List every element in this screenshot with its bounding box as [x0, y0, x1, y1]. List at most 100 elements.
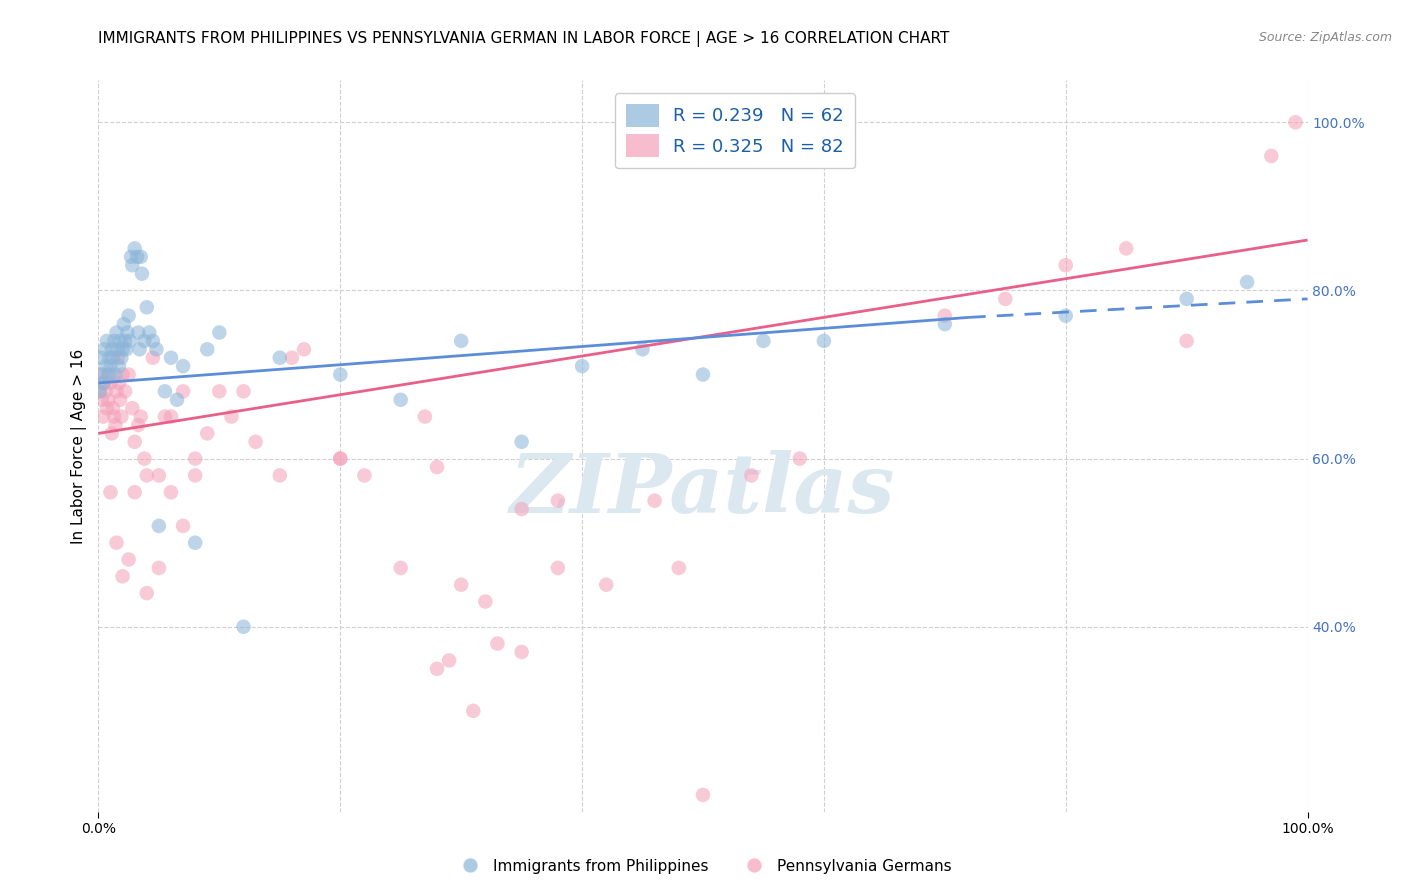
- Point: [148, 468, 170, 483]
- Point: [142, 334, 165, 348]
- Point: [89, 384, 111, 399]
- Point: [118, 368, 141, 382]
- Point: [89, 384, 111, 399]
- Point: [474, 594, 496, 608]
- Point: [124, 485, 146, 500]
- Point: [145, 343, 167, 357]
- Point: [129, 409, 152, 424]
- Point: [329, 368, 352, 382]
- Point: [100, 343, 122, 357]
- Point: [160, 485, 183, 500]
- Point: [1175, 334, 1198, 348]
- Point: [105, 326, 128, 340]
- Point: [105, 535, 128, 549]
- Point: [100, 376, 122, 390]
- Point: [98, 351, 121, 365]
- Point: [195, 343, 218, 357]
- Point: [463, 704, 485, 718]
- Point: [97, 368, 120, 382]
- Point: [329, 451, 352, 466]
- Point: [90, 351, 112, 365]
- Point: [740, 468, 762, 483]
- Point: [134, 334, 156, 348]
- Point: [100, 426, 122, 441]
- Point: [1054, 258, 1077, 272]
- Point: [934, 309, 956, 323]
- Point: [184, 451, 207, 466]
- Point: [103, 334, 125, 348]
- Point: [389, 561, 412, 575]
- Point: [668, 561, 690, 575]
- Point: [245, 434, 267, 449]
- Point: [450, 334, 472, 348]
- Point: [118, 334, 141, 348]
- Point: [437, 653, 460, 667]
- Point: [94, 384, 117, 399]
- Point: [172, 384, 194, 399]
- Point: [110, 409, 132, 424]
- Point: [800, 124, 823, 138]
- Y-axis label: In Labor Force | Age > 16: In Labor Force | Age > 16: [72, 349, 87, 543]
- Point: [124, 242, 146, 256]
- Point: [547, 493, 569, 508]
- Point: [426, 662, 449, 676]
- Point: [134, 451, 156, 466]
- Point: [107, 351, 129, 365]
- Point: [127, 250, 149, 264]
- Legend: Immigrants from Philippines, Pennsylvania Germans: Immigrants from Philippines, Pennsylvani…: [449, 853, 957, 880]
- Text: ZIPatlas: ZIPatlas: [510, 450, 896, 530]
- Point: [172, 519, 194, 533]
- Point: [121, 401, 143, 416]
- Point: [184, 468, 207, 483]
- Point: [1236, 275, 1258, 289]
- Point: [160, 351, 183, 365]
- Point: [138, 326, 160, 340]
- Point: [111, 569, 134, 583]
- Point: [595, 578, 617, 592]
- Point: [208, 326, 231, 340]
- Point: [121, 258, 143, 272]
- Point: [160, 409, 183, 424]
- Point: [107, 343, 129, 357]
- Point: [115, 343, 138, 357]
- Point: [1260, 149, 1282, 163]
- Point: [1175, 292, 1198, 306]
- Point: [93, 343, 115, 357]
- Point: [281, 351, 304, 365]
- Text: IMMIGRANTS FROM PHILIPPINES VS PENNSYLVANIA GERMAN IN LABOR FORCE | AGE > 16 COR: IMMIGRANTS FROM PHILIPPINES VS PENNSYLVA…: [98, 31, 950, 47]
- Point: [692, 368, 714, 382]
- Point: [91, 368, 114, 382]
- Point: [128, 343, 150, 357]
- Point: [124, 434, 146, 449]
- Point: [135, 468, 157, 483]
- Point: [450, 578, 472, 592]
- Point: [91, 392, 114, 407]
- Point: [111, 368, 134, 382]
- Point: [100, 485, 122, 500]
- Point: [166, 392, 188, 407]
- Point: [108, 392, 131, 407]
- Point: [93, 376, 115, 390]
- Point: [232, 620, 254, 634]
- Point: [97, 392, 120, 407]
- Point: [413, 409, 436, 424]
- Point: [692, 788, 714, 802]
- Point: [142, 351, 165, 365]
- Point: [789, 451, 811, 466]
- Point: [131, 267, 153, 281]
- Point: [1054, 309, 1077, 323]
- Point: [110, 351, 132, 365]
- Point: [195, 426, 218, 441]
- Point: [114, 384, 136, 399]
- Point: [96, 401, 118, 416]
- Point: [135, 300, 157, 314]
- Point: [1284, 115, 1306, 129]
- Text: Source: ZipAtlas.com: Source: ZipAtlas.com: [1258, 31, 1392, 45]
- Point: [631, 343, 654, 357]
- Point: [172, 359, 194, 373]
- Point: [208, 384, 231, 399]
- Point: [148, 561, 170, 575]
- Point: [269, 351, 291, 365]
- Point: [510, 645, 533, 659]
- Point: [98, 368, 121, 382]
